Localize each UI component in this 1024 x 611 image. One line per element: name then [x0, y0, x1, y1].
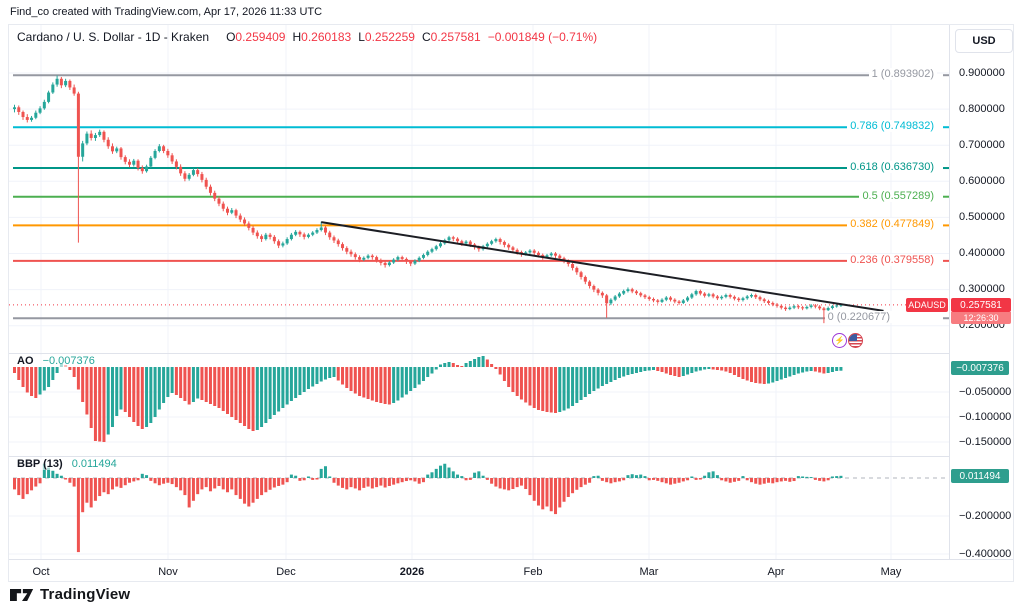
- axis-tick-label: −0.200000: [959, 509, 1012, 522]
- axis-tick-label: 0.500000: [959, 210, 1005, 223]
- change-value: −0.001849 (−0.71%): [487, 30, 598, 44]
- high-key: H: [292, 30, 302, 44]
- us-flag-icon[interactable]: [848, 333, 863, 348]
- time-tick-label: May: [880, 566, 902, 578]
- time-tick-label: Mar: [639, 566, 659, 578]
- tradingview-glyph: [10, 588, 34, 601]
- descending-trendline[interactable]: [321, 221, 884, 312]
- candles-layer: [13, 75, 843, 324]
- bbp-value-badge: 0.011494: [951, 469, 1009, 483]
- fib-level-label: 1 (0.893902): [868, 68, 937, 81]
- bar-countdown-badge: 12:26:30: [951, 312, 1011, 324]
- axis-tick-label: 0.700000: [959, 138, 1005, 151]
- high-value: 0.260183: [301, 30, 352, 44]
- axis-tick-label: −0.400000: [959, 547, 1012, 560]
- ao-value-badge: −0.007376: [951, 361, 1009, 375]
- chart-widget: Cardano / U. S. Dollar - 1D - Kraken O0.2…: [8, 24, 1014, 582]
- bbp-label: BBP (13): [17, 458, 63, 470]
- ao-indicator-legend[interactable]: AO −0.007376: [17, 355, 95, 367]
- time-tick-label: Dec: [276, 566, 296, 578]
- lightning-icon[interactable]: ⚡: [832, 333, 847, 348]
- last-price-badge: 0.257581: [951, 298, 1011, 312]
- tradingview-wordmark: TradingView: [40, 586, 131, 603]
- symbol-price-label: ADAUSD: [906, 298, 948, 312]
- fib-level-label: 0.382 (0.477849): [847, 218, 937, 231]
- axis-tick-label: 0.900000: [959, 66, 1005, 79]
- time-tick-label: Apr: [767, 566, 785, 578]
- axis-tick-label: −0.050000: [959, 385, 1012, 398]
- ao-value: −0.007376: [42, 355, 95, 367]
- currency-toggle[interactable]: USD: [955, 29, 1013, 53]
- time-tick-label: Feb: [523, 566, 543, 578]
- chart-canvas[interactable]: [9, 25, 1013, 581]
- symbol-title[interactable]: Cardano / U. S. Dollar - 1D - Kraken: [17, 30, 210, 44]
- open-value: 0.259409: [235, 30, 286, 44]
- fib-level-label: 0.5 (0.557289): [859, 189, 937, 202]
- low-value: 0.252259: [364, 30, 415, 44]
- axis-tick-label: −0.100000: [959, 410, 1012, 423]
- bbp-value: 0.011494: [71, 458, 117, 470]
- fib-level-label: 0.236 (0.379558): [847, 253, 937, 266]
- close-value: 0.257581: [430, 30, 481, 44]
- fib-level-label: 0.618 (0.636730): [847, 161, 937, 174]
- time-tick-label: Oct: [32, 566, 50, 578]
- attribution-text: Find_co created with TradingView.com, Ap…: [10, 6, 323, 18]
- time-scale[interactable]: Oct Nov Dec 2026 Feb Mar Apr May: [9, 560, 1013, 581]
- axis-tick-label: −0.150000: [959, 435, 1012, 448]
- ao-histogram: [13, 356, 843, 442]
- close-key: C: [421, 30, 431, 44]
- axis-tick-label: 0.400000: [959, 247, 1005, 259]
- time-tick-label: 2026: [399, 566, 425, 578]
- tradingview-logo[interactable]: TradingView: [10, 586, 130, 603]
- fib-level-label: 0 (0.220677): [824, 311, 893, 324]
- time-tick-label: Nov: [158, 566, 178, 578]
- symbol-legend: Cardano / U. S. Dollar - 1D - Kraken O0.2…: [17, 30, 597, 44]
- grid-layer: [9, 25, 949, 559]
- pane-separators: [9, 25, 1013, 564]
- ao-label: AO: [17, 355, 34, 367]
- bbp-indicator-legend[interactable]: BBP (13) 0.011494: [17, 458, 117, 470]
- axis-tick-label: 0.300000: [959, 283, 1005, 296]
- axis-tick-label: 0.600000: [959, 174, 1005, 187]
- bbp-histogram: [13, 463, 843, 553]
- axis-tick-label: 0.800000: [959, 102, 1005, 115]
- chart-status-icons: ⚡: [832, 333, 863, 348]
- fib-level-label: 0.786 (0.749832): [847, 120, 937, 133]
- open-key: O: [226, 30, 236, 44]
- fib-retracement[interactable]: [13, 74, 953, 320]
- low-key: L: [358, 30, 365, 44]
